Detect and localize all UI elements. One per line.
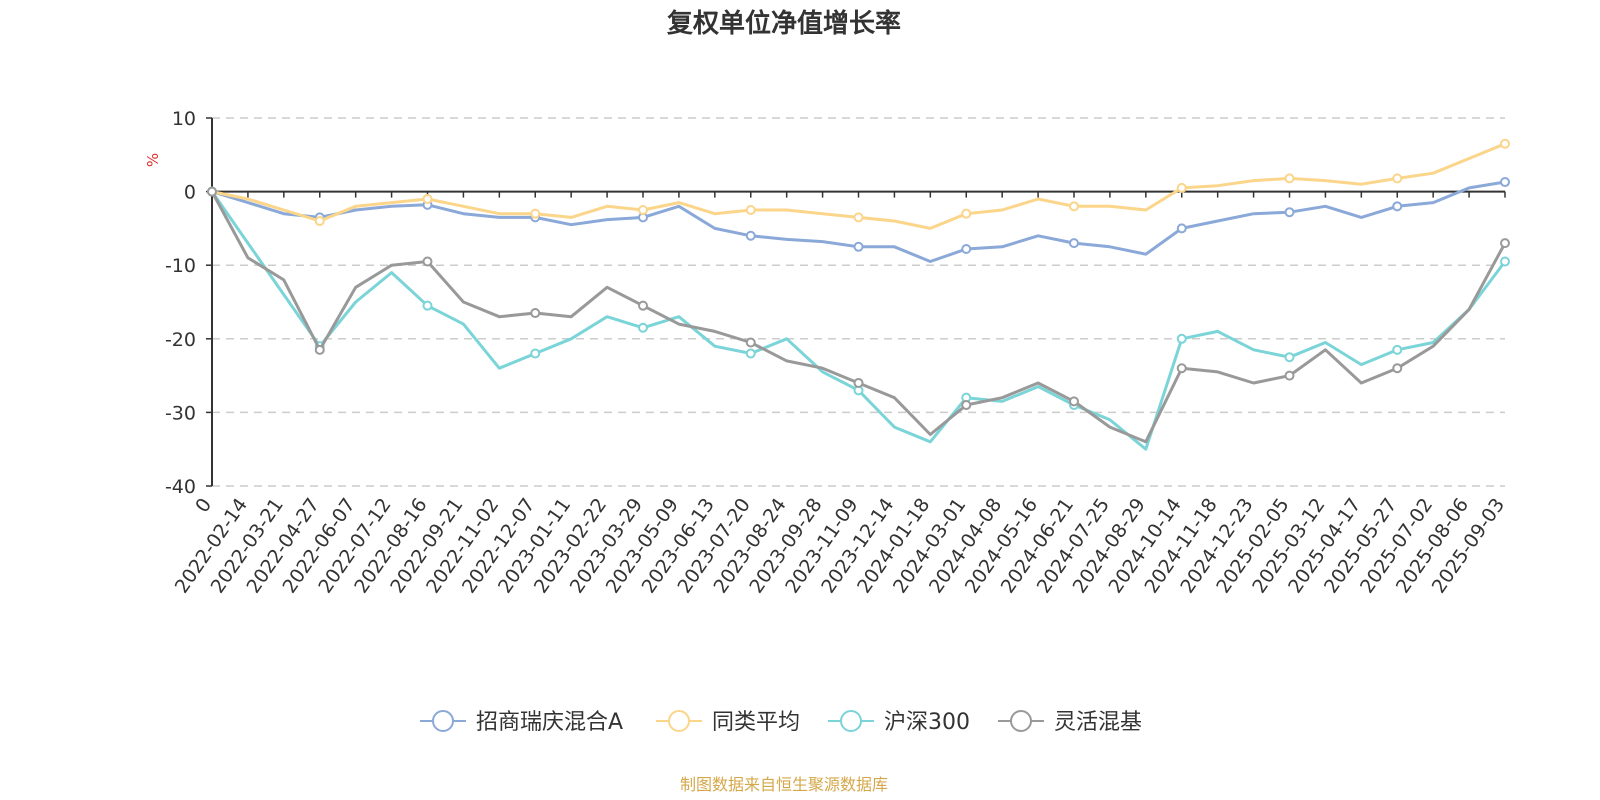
- y-tick-label: -20: [165, 329, 196, 351]
- data-point: [1500, 238, 1510, 249]
- series-1: [207, 138, 1510, 230]
- y-tick-label: 10: [172, 108, 196, 130]
- y-tick-label: -30: [165, 402, 196, 424]
- data-point: [1500, 138, 1510, 149]
- legend[interactable]: 招商瑞庆混合A 同类平均 沪深300 灵活混基: [420, 710, 1142, 735]
- data-point: [961, 208, 972, 219]
- data-point: [961, 244, 972, 255]
- data-point: [638, 322, 648, 333]
- axes: [206, 117, 1506, 487]
- data-point: [1392, 201, 1403, 212]
- data-point: [422, 300, 433, 311]
- data-point: [961, 400, 972, 411]
- data-point: [853, 377, 864, 388]
- data-point: [638, 205, 648, 215]
- data-point: [1500, 177, 1510, 188]
- legend-label: 灵活混基: [1054, 710, 1142, 735]
- data-point: [1176, 363, 1187, 374]
- data-point: [530, 208, 541, 219]
- data-point: [422, 193, 433, 204]
- data-point: [745, 205, 756, 215]
- data-point: [1284, 173, 1295, 184]
- series-line: [210, 190, 1507, 451]
- data-point: [745, 230, 756, 241]
- series-lines: [207, 138, 1510, 451]
- data-point: [207, 186, 217, 197]
- legend-marker: [432, 710, 454, 732]
- legend-label: 招商瑞庆混合A: [476, 710, 623, 735]
- data-point: [745, 348, 756, 359]
- data-point: [1392, 344, 1403, 355]
- legend-item[interactable]: 沪深300: [828, 710, 970, 735]
- data-point: [1069, 238, 1079, 249]
- chart-title: 复权单位净值增长率: [667, 8, 901, 39]
- series-3: [207, 186, 1510, 444]
- data-point: [1176, 182, 1187, 193]
- data-point: [1284, 207, 1295, 218]
- legend-label: 同类平均: [712, 710, 800, 735]
- data-point: [422, 256, 433, 267]
- y-tick-label: -10: [165, 255, 196, 277]
- data-point: [1176, 223, 1187, 234]
- source-note: 制图数据来自恒生聚源数据库: [680, 775, 888, 794]
- legend-marker: [668, 710, 690, 732]
- grid-lines: [212, 117, 1505, 487]
- data-point: [1069, 396, 1079, 407]
- data-point: [1069, 201, 1079, 212]
- data-point: [1176, 333, 1187, 344]
- y-axis-unit: %: [144, 153, 162, 167]
- data-point: [314, 344, 325, 355]
- series-2: [207, 186, 1510, 451]
- data-point: [1392, 363, 1403, 374]
- x-tick-label: 0: [191, 494, 216, 517]
- data-point: [1500, 256, 1510, 267]
- legend-item[interactable]: 招商瑞庆混合A: [420, 710, 623, 735]
- y-tick-label: 0: [184, 182, 196, 204]
- data-point: [745, 337, 756, 348]
- y-tick-labels: 10 0 -10 -20 -30 -40: [165, 108, 196, 498]
- data-point: [314, 216, 325, 227]
- legend-label: 沪深300: [884, 710, 970, 735]
- data-point: [1284, 352, 1295, 363]
- data-point: [530, 308, 541, 319]
- data-point: [530, 348, 541, 359]
- data-point: [638, 300, 648, 311]
- data-point: [853, 212, 864, 223]
- legend-item[interactable]: 同类平均: [656, 710, 800, 735]
- legend-marker: [1010, 710, 1032, 732]
- data-point: [1284, 370, 1295, 381]
- x-tick-labels: 02022-02-142022-03-212022-04-272022-06-0…: [171, 494, 1509, 597]
- legend-item[interactable]: 灵活混基: [998, 710, 1142, 735]
- data-point: [1392, 173, 1403, 184]
- legend-marker: [840, 710, 862, 732]
- data-point: [853, 241, 864, 252]
- y-tick-label: -40: [165, 476, 196, 498]
- series-line: [210, 190, 1507, 444]
